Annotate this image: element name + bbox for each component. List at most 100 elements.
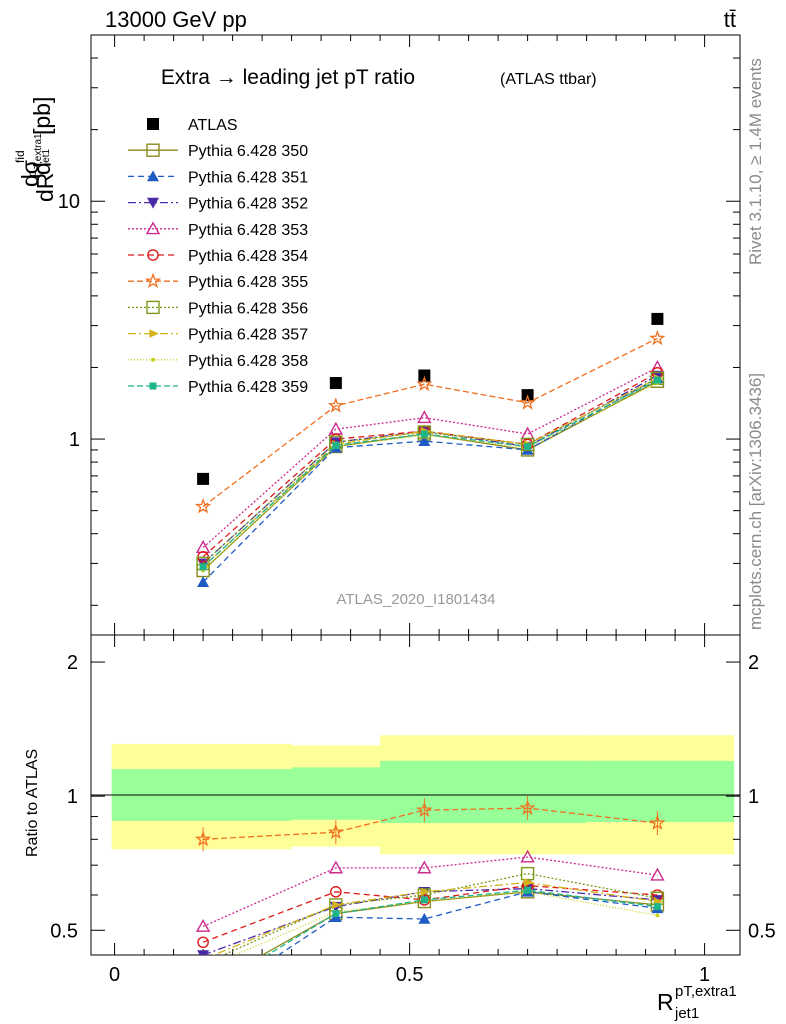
x-tick-label: 1 <box>699 964 710 986</box>
svg-text:[pb]: [pb] <box>29 97 55 135</box>
side-mcplots-label: mcplots.cern.ch [arXiv:1306.3436] <box>746 373 765 630</box>
legend-label: Pythia 6.428 352 <box>188 196 308 213</box>
series-line <box>202 366 658 548</box>
legend-entry-3: Pythia 6.428 352 <box>128 196 308 213</box>
legend-entry-6: Pythia 6.428 355 <box>128 272 308 291</box>
series-line <box>221 872 658 955</box>
main-y-tick-label: 10 <box>58 191 80 213</box>
marker-square-small <box>420 896 428 904</box>
x-tick-label: 0.5 <box>396 964 424 986</box>
marker-triangle-up-open <box>520 849 535 863</box>
marker-square-filled <box>651 312 664 325</box>
marker-square-filled <box>329 377 342 390</box>
marker-square-filled <box>147 118 159 130</box>
main-series-8 <box>199 374 664 572</box>
svg-text:dR: dR <box>32 173 58 202</box>
marker-triangle-up-open <box>145 221 161 235</box>
header-beam-label: 13000 GeV pp <box>105 7 247 32</box>
series-line <box>202 337 658 508</box>
legend-label: Pythia 6.428 359 <box>188 379 308 396</box>
legend-label: Pythia 6.428 357 <box>188 327 308 344</box>
marker-triangle-right <box>420 887 431 896</box>
ratio-band-green <box>586 760 735 822</box>
marker-circle-open <box>330 885 342 898</box>
marker-triangle-up-open <box>195 918 211 932</box>
ratio-series-0 <box>261 885 665 955</box>
marker-star-open <box>649 329 666 346</box>
ratio-series-3 <box>195 849 665 932</box>
marker-triangle-up-open <box>417 860 432 874</box>
marker-dot <box>655 913 660 918</box>
marker-triangle-right <box>200 955 210 963</box>
legend-label: Pythia 6.428 350 <box>188 143 308 160</box>
svg-text:R: R <box>657 989 674 1015</box>
marker-triangle-down <box>197 950 210 955</box>
legend-entry-9: Pythia 6.428 358 <box>128 353 308 370</box>
svg-text:pT,extra1: pT,extra1 <box>675 983 737 1000</box>
legend-label: Pythia 6.428 354 <box>188 248 308 265</box>
marker-square-open <box>520 866 535 881</box>
ratio-series-9 <box>200 886 661 997</box>
series-line <box>202 856 658 927</box>
ratio-y-tick-label-left: 0.5 <box>50 920 78 942</box>
marker-star-open <box>519 394 536 410</box>
marker-triangle-up <box>147 170 159 182</box>
ratio-y-axis-label: Ratio to ATLAS <box>24 749 41 857</box>
marker-triangle-up <box>197 999 209 1010</box>
main-y-tick-label: 1 <box>69 429 80 451</box>
legend-label: Pythia 6.428 353 <box>188 222 308 239</box>
ratio-y-tick-label-right: 1 <box>748 786 759 808</box>
svg-text:jet1: jet1 <box>41 148 52 166</box>
series-line <box>202 377 658 564</box>
legend-label: Pythia 6.428 355 <box>188 274 308 291</box>
marker-triangle-up <box>418 435 431 446</box>
series-line <box>202 377 658 568</box>
legend-entry-7: Pythia 6.428 356 <box>128 300 308 317</box>
marker-triangle-up-open <box>328 860 344 874</box>
marker-dot <box>151 357 155 362</box>
main-series-7 <box>196 371 665 571</box>
legend-label: Pythia 6.428 356 <box>188 300 308 317</box>
marker-star-open <box>194 498 212 514</box>
marker-square-small <box>653 376 661 384</box>
marker-circle-open <box>147 249 159 261</box>
ratio-series-group <box>195 796 666 1010</box>
plot-title: Extra → leading jet pT ratio <box>161 66 415 89</box>
ratio-series-6 <box>221 866 665 955</box>
legend-entry-8: Pythia 6.428 357 <box>128 327 308 344</box>
marker-triangle-up-open <box>520 426 535 440</box>
side-rivet-label: Rivet 3.1.10, ≥ 1.4M events <box>746 58 765 265</box>
legend-entry-4: Pythia 6.428 353 <box>128 221 308 239</box>
marker-triangle-up <box>197 576 210 588</box>
legend-entry-1: Pythia 6.428 350 <box>128 143 308 160</box>
marker-triangle-up <box>418 912 431 924</box>
svg-text:fid: fid <box>13 150 27 163</box>
x-tick-label: 0 <box>109 964 120 986</box>
marker-square-small <box>332 910 340 918</box>
marker-triangle-right <box>524 878 534 887</box>
main-series-group <box>194 312 666 588</box>
ratio-y-tick-label-right: 2 <box>748 652 759 674</box>
ratio-series-5 <box>195 796 666 852</box>
marker-square-small <box>200 990 207 997</box>
svg-text:T,extra1: T,extra1 <box>33 133 44 169</box>
analysis-label: ATLAS_2020_I1801434 <box>336 591 495 608</box>
marker-square-small <box>199 563 207 571</box>
marker-square-small <box>420 430 428 438</box>
marker-square-small <box>524 886 532 894</box>
ratio-band-green <box>291 767 381 820</box>
series-line <box>212 881 658 955</box>
ratio-band-green <box>380 760 587 824</box>
marker-triangle-right <box>332 900 342 910</box>
ratio-y-tick-label-right: 0.5 <box>748 920 776 942</box>
axis-tick-labels: 0 0.5 1 1 10 0.5 0.5 1 1 2 2 <box>50 191 776 986</box>
series-line <box>202 379 658 568</box>
svg-text:dσ: dσ <box>17 160 43 187</box>
series-line <box>202 372 658 558</box>
marker-dot <box>201 967 205 971</box>
legend-entry-2: Pythia 6.428 351 <box>128 169 308 186</box>
plot-title-text: Extra → leading jet pT ratio <box>161 66 415 89</box>
series-line <box>277 891 658 955</box>
series-line <box>202 374 658 564</box>
